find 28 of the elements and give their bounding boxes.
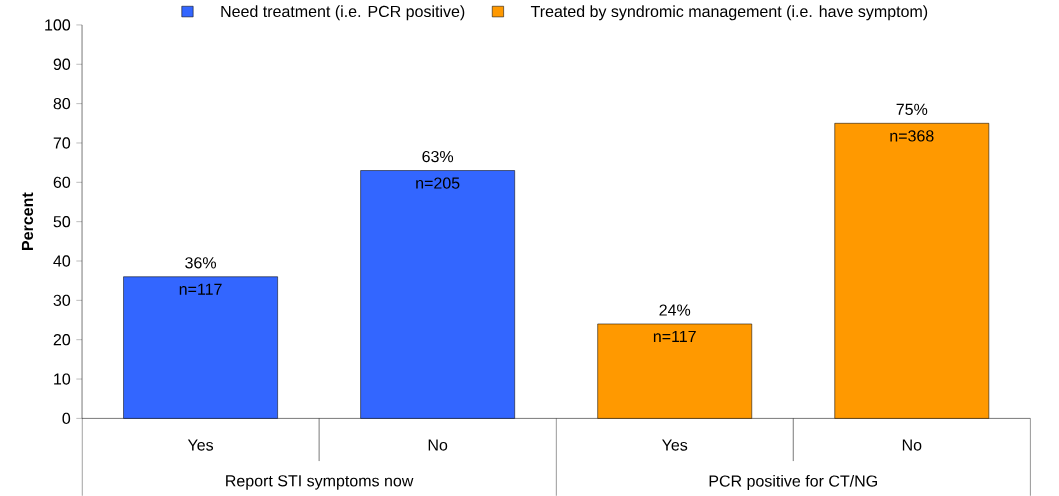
- x-tick-label: No: [428, 439, 448, 451]
- data-label: 24%: [659, 304, 691, 316]
- y-tick-label: 20: [53, 334, 71, 346]
- y-tick-label: 40: [53, 255, 71, 267]
- data-label: 75%: [896, 103, 928, 116]
- data-label: 36%: [185, 257, 217, 269]
- y-tick-label: 60: [53, 176, 71, 188]
- data-label: 63%: [422, 150, 454, 163]
- y-axis-title: Percent: [21, 192, 34, 250]
- y-tick-label: 80: [53, 97, 71, 110]
- x-tick-label: No: [902, 439, 922, 451]
- annotation: n=368: [890, 130, 934, 142]
- y-tick-label: 10: [54, 373, 71, 385]
- annotation: n=117: [179, 283, 222, 295]
- text: Report STI symptoms now: [226, 475, 414, 490]
- y-tick-label: 30: [53, 294, 71, 307]
- legend-label: Need treatment (i.e. PCR positive): [221, 5, 465, 21]
- legend-label: Treated by syndromic management (i.e. have symptom): [530, 5, 928, 21]
- y-tick-label: 90: [53, 58, 71, 70]
- y-tick-label: 100: [45, 19, 71, 31]
- x-tick-label: Yes: [187, 439, 214, 451]
- annotation: n=117: [653, 330, 696, 342]
- y-tick-label: 50: [53, 216, 71, 228]
- annotation: n=205: [416, 177, 460, 189]
- text: PCR positive for CT/NG: [709, 474, 877, 490]
- x-tick-label: Yes: [662, 439, 688, 451]
- y-tick-label: 0: [62, 412, 71, 425]
- y-tick-label: 70: [53, 137, 71, 149]
